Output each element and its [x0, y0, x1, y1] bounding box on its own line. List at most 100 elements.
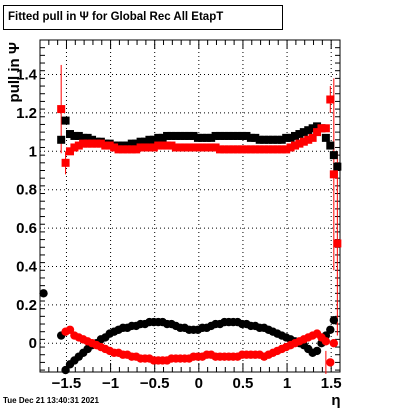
- data-point: [273, 135, 282, 144]
- data-point: [61, 365, 70, 375]
- data-point: [154, 133, 163, 142]
- data-point: [154, 141, 163, 150]
- data-point: [114, 145, 123, 154]
- data-point: [233, 145, 242, 154]
- data-point: [39, 289, 48, 298]
- data-point: [198, 133, 207, 142]
- data-point: [92, 139, 101, 148]
- data-point: [260, 145, 269, 154]
- data-point: [110, 143, 119, 152]
- data-point: [220, 131, 229, 140]
- data-point: [251, 133, 260, 142]
- data-point: [326, 141, 335, 150]
- data-point: [193, 133, 202, 142]
- x-axis-title: η: [331, 392, 340, 409]
- data-point: [308, 133, 317, 142]
- data-point: [118, 145, 127, 154]
- data-point: [224, 145, 233, 154]
- data-point: [304, 126, 313, 135]
- x-tick-label: 0.5: [233, 375, 254, 392]
- data-point: [329, 170, 338, 179]
- data-point: [176, 131, 185, 140]
- data-point: [326, 325, 335, 334]
- data-point: [185, 143, 194, 152]
- data-point: [141, 137, 149, 146]
- data-point: [277, 145, 286, 154]
- chart-title: Fitted pull in Ψ for Global Rec All Etap…: [3, 5, 283, 30]
- data-point: [313, 128, 322, 137]
- data-point: [264, 145, 273, 154]
- data-point: [105, 141, 114, 150]
- data-point: [127, 139, 136, 148]
- data-point: [329, 151, 338, 160]
- data-point: [61, 158, 70, 167]
- y-tick-label: 1.2: [16, 105, 37, 122]
- data-point: [329, 315, 339, 325]
- data-point: [70, 131, 79, 140]
- data-point: [216, 145, 224, 154]
- data-point: [238, 145, 247, 154]
- data-point: [141, 143, 149, 152]
- data-point: [295, 130, 304, 139]
- y-tick-label: 0.8: [16, 182, 37, 199]
- data-point: [207, 133, 216, 142]
- data-point: [229, 145, 238, 154]
- data-point: [171, 143, 180, 152]
- data-point: [167, 141, 176, 150]
- data-point: [202, 133, 211, 142]
- data-point: [329, 339, 339, 348]
- data-point: [79, 133, 88, 142]
- data-point: [74, 131, 83, 140]
- data-point: [198, 143, 207, 152]
- data-point: [185, 131, 194, 140]
- data-point: [88, 139, 97, 148]
- data-point: [304, 135, 313, 144]
- data-point: [333, 162, 342, 171]
- data-point: [145, 143, 154, 152]
- data-point: [65, 325, 75, 334]
- data-point: [313, 122, 322, 131]
- data-point: [286, 143, 295, 152]
- data-point: [326, 358, 335, 367]
- data-point: [286, 133, 295, 142]
- data-point: [251, 145, 260, 154]
- data-point: [211, 131, 220, 140]
- data-point: [255, 135, 264, 144]
- data-point: [268, 145, 277, 154]
- data-point: [273, 145, 282, 154]
- data-point: [229, 131, 238, 140]
- data-point: [255, 145, 264, 154]
- data-point: [246, 145, 255, 154]
- data-point: [79, 139, 88, 148]
- x-tick-label: −0.5: [140, 375, 170, 392]
- data-point: [66, 147, 74, 156]
- data-point: [233, 131, 242, 140]
- y-tick-label: 1: [29, 143, 37, 160]
- data-point: [74, 141, 83, 150]
- data-point: [149, 143, 158, 152]
- data-point: [83, 139, 92, 148]
- y-tick-label: 1.4: [16, 67, 38, 84]
- data-point: [242, 131, 251, 140]
- data-point: [180, 143, 189, 152]
- data-point: [321, 337, 331, 346]
- data-point: [220, 145, 229, 154]
- data-point: [246, 133, 255, 142]
- data-point: [57, 105, 66, 114]
- data-point: [163, 131, 172, 140]
- data-point: [70, 143, 79, 152]
- y-tick-label: 0.2: [16, 297, 37, 314]
- data-point: [242, 145, 251, 154]
- data-point: [282, 133, 291, 142]
- data-point: [291, 131, 299, 140]
- y-tick-label: 0: [29, 335, 37, 352]
- y-axis-title: pull in Ψ: [6, 42, 23, 102]
- data-point: [149, 135, 158, 144]
- data-point: [277, 135, 286, 144]
- data-point: [299, 128, 308, 137]
- data-point: [238, 131, 247, 140]
- data-point: [326, 95, 335, 104]
- data-point: [291, 141, 299, 150]
- data-point: [101, 141, 110, 150]
- data-point: [211, 143, 220, 152]
